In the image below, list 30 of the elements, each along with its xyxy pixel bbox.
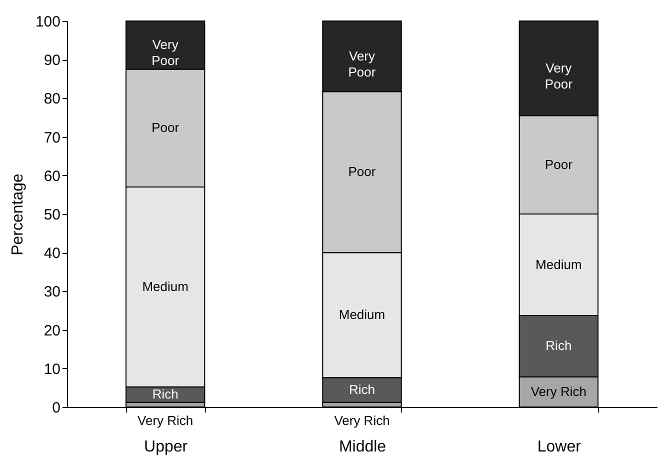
text: Rich (546, 338, 572, 354)
y-tick-label: 100 (35, 14, 60, 30)
x-tick-label: Lower (537, 438, 582, 456)
text: Medium (338, 307, 386, 322)
y-tick-label: 10 (44, 360, 60, 378)
x-tick-label: Middle (338, 438, 386, 456)
text: Very Poor (544, 60, 572, 92)
y-tick-label: 70 (44, 129, 60, 146)
x-tick-label: Upper (144, 438, 188, 456)
series-label: Very Rich (138, 413, 194, 428)
y-tick-label: 60 (44, 168, 60, 185)
text: Medium (142, 278, 188, 294)
series-label: Rich (152, 386, 178, 402)
text: Very Rich (530, 384, 586, 399)
text: Rich (348, 382, 376, 398)
y-tick-label: 80 (44, 90, 60, 108)
y-tick-label: 20 (44, 322, 60, 340)
series-label: Very Poor (152, 37, 180, 68)
text: Poor (152, 120, 180, 136)
text: Very Poor (348, 48, 376, 80)
y-tick-label: 90 (44, 52, 60, 70)
y-tick-label: 30 (44, 284, 60, 301)
y-axis-title: Percentage (9, 173, 26, 256)
text: Poor (348, 164, 376, 180)
y-tick-label: 40 (44, 245, 60, 262)
text: Very Rich (334, 413, 390, 428)
y-tick-label: 0 (52, 400, 60, 416)
series-label: Poor (544, 156, 574, 172)
series-label: Medium (536, 256, 582, 272)
y-tick-label: 50 (44, 206, 60, 224)
